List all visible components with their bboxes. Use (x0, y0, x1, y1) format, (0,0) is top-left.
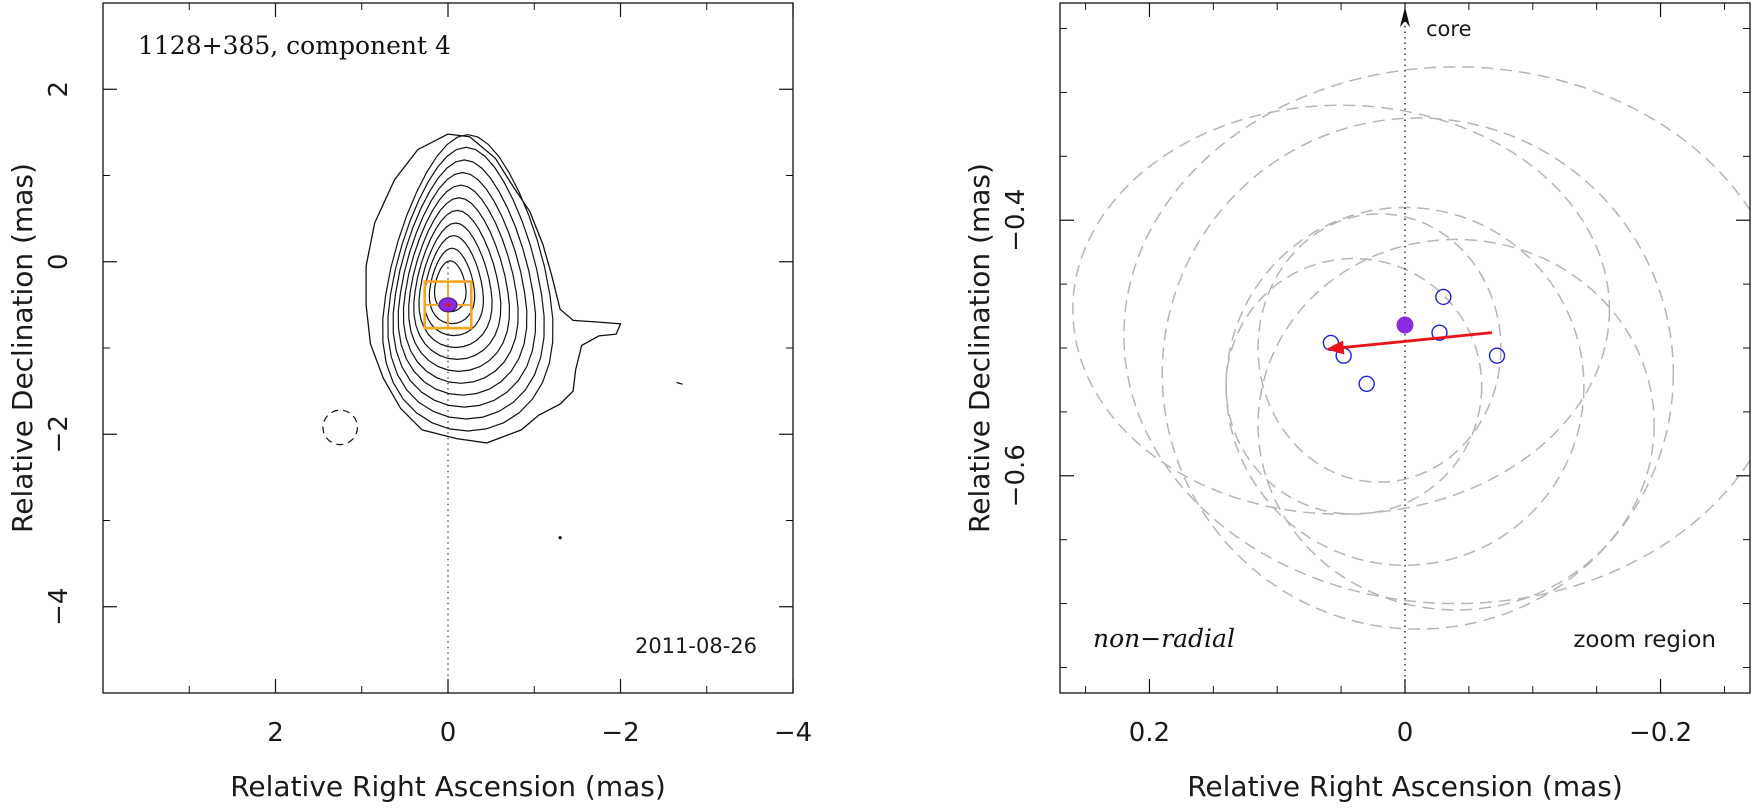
left-panel-title: 1128+385, component 4 (138, 31, 451, 60)
left-plot-frame (102, 2, 794, 694)
error-ellipse (1257, 238, 1655, 611)
x-tick-label: 0 (440, 718, 457, 748)
contour-level (423, 234, 485, 337)
left-x-axis-label: Relative Right Ascension (mas) (230, 770, 666, 803)
right-plot-frame (1059, 2, 1751, 694)
position-point (1488, 347, 1506, 364)
x-tick-label: 0 (1397, 718, 1414, 748)
noise-speck (676, 381, 683, 385)
x-tick-label: 0.2 (1129, 718, 1170, 748)
contour-level (392, 159, 537, 408)
contour-map (322, 133, 683, 693)
mean-position (1396, 316, 1414, 334)
x-tick-label: −2 (601, 718, 639, 748)
left-x-tick-labels: 2 0 −2 −4 (267, 718, 812, 748)
right-x-axis-label: Relative Right Ascension (mas) (1187, 770, 1623, 803)
contour-level (413, 209, 502, 361)
negative-contour (322, 409, 359, 446)
x-tick-label: 2 (267, 718, 284, 748)
velocity-vector-shaft (1335, 331, 1493, 350)
position-point (1435, 288, 1452, 306)
contour-level (428, 247, 476, 325)
noise-speck (558, 536, 562, 540)
error-ellipses (1072, 66, 1753, 630)
error-ellipse (1225, 257, 1483, 515)
y-tick-label: −0.6 (1001, 444, 1031, 507)
right-y-axis-label: Relative Declination (mas) (963, 163, 996, 533)
error-ellipse (1072, 104, 1611, 515)
x-tick-label: −4 (774, 718, 812, 748)
zoom-region-label: zoom region (1573, 627, 1716, 653)
left-axis-ticks (103, 2, 794, 694)
left-y-axis-label: Relative Declination (mas) (6, 163, 39, 533)
contour-level (382, 133, 554, 432)
right-x-tick-labels: 0.2 0 −0.2 (1129, 718, 1692, 748)
error-ellipse (1257, 213, 1502, 483)
velocity-vector-arrowhead (1325, 340, 1345, 355)
y-tick-label: −0.4 (1001, 189, 1031, 252)
motion-type-label: non−radial (1093, 624, 1235, 653)
observation-date: 2011-08-26 (635, 634, 757, 658)
error-ellipse (1123, 66, 1753, 605)
error-ellipse (1225, 206, 1585, 566)
left-y-tick-labels: 2 0 −2 −4 (44, 81, 74, 626)
y-tick-label: −2 (44, 415, 74, 453)
position-point (1431, 324, 1448, 341)
y-tick-label: 2 (44, 81, 74, 98)
core-label: core (1426, 17, 1472, 41)
contour-level (387, 146, 545, 420)
velocity-vector (1325, 331, 1493, 355)
left-panel: 1128+385, component 4 2011-08-26 Relativ… (6, 2, 812, 803)
component-marker-center (445, 302, 451, 308)
y-tick-label: 0 (44, 253, 74, 270)
contour-level (418, 222, 493, 349)
error-ellipse (1161, 117, 1675, 630)
contour-level (402, 184, 519, 384)
contour-level (365, 133, 622, 444)
contour-level (397, 171, 528, 396)
y-tick-label: −4 (44, 588, 74, 626)
x-tick-label: −0.2 (1629, 718, 1692, 748)
right-panel: core non−radial zoom region Relative Rig… (963, 2, 1753, 803)
right-y-tick-labels: −0.4 −0.6 (1001, 189, 1031, 508)
component-positions (1322, 288, 1506, 392)
contour-level (408, 197, 511, 373)
right-axis-ticks (1060, 3, 1750, 693)
position-point (1358, 375, 1375, 392)
